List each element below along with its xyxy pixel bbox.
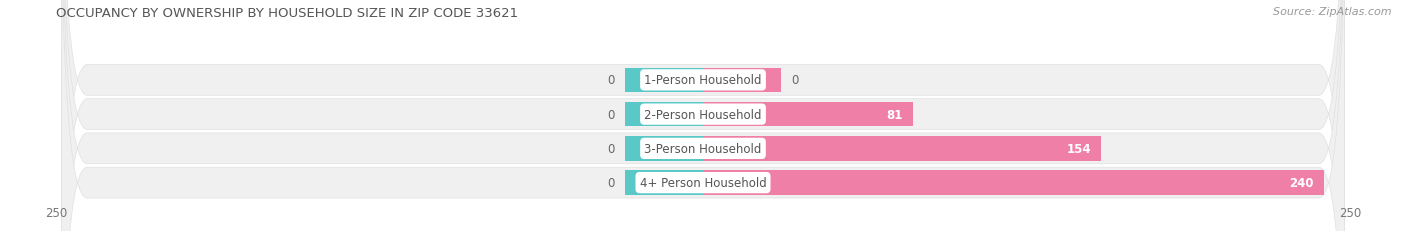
- FancyBboxPatch shape: [62, 0, 1344, 231]
- Text: 4+ Person Household: 4+ Person Household: [640, 176, 766, 189]
- Text: 0: 0: [792, 74, 799, 87]
- Text: 0: 0: [607, 176, 614, 189]
- Text: 2-Person Household: 2-Person Household: [644, 108, 762, 121]
- Bar: [626, 102, 703, 127]
- Bar: [703, 137, 1101, 161]
- Text: 1-Person Household: 1-Person Household: [644, 74, 762, 87]
- FancyBboxPatch shape: [62, 0, 1344, 231]
- Text: OCCUPANCY BY OWNERSHIP BY HOUSEHOLD SIZE IN ZIP CODE 33621: OCCUPANCY BY OWNERSHIP BY HOUSEHOLD SIZE…: [56, 7, 519, 20]
- Text: 240: 240: [1289, 176, 1313, 189]
- Bar: [626, 170, 703, 195]
- Text: 0: 0: [607, 142, 614, 155]
- Text: 154: 154: [1066, 142, 1091, 155]
- Text: Source: ZipAtlas.com: Source: ZipAtlas.com: [1274, 7, 1392, 17]
- Bar: [703, 68, 780, 93]
- Text: 0: 0: [607, 74, 614, 87]
- Text: 0: 0: [607, 108, 614, 121]
- Bar: [626, 137, 703, 161]
- Bar: [703, 102, 912, 127]
- Bar: [626, 68, 703, 93]
- FancyBboxPatch shape: [62, 0, 1344, 231]
- Text: 81: 81: [886, 108, 903, 121]
- FancyBboxPatch shape: [62, 0, 1344, 231]
- Text: 3-Person Household: 3-Person Household: [644, 142, 762, 155]
- Bar: [703, 170, 1324, 195]
